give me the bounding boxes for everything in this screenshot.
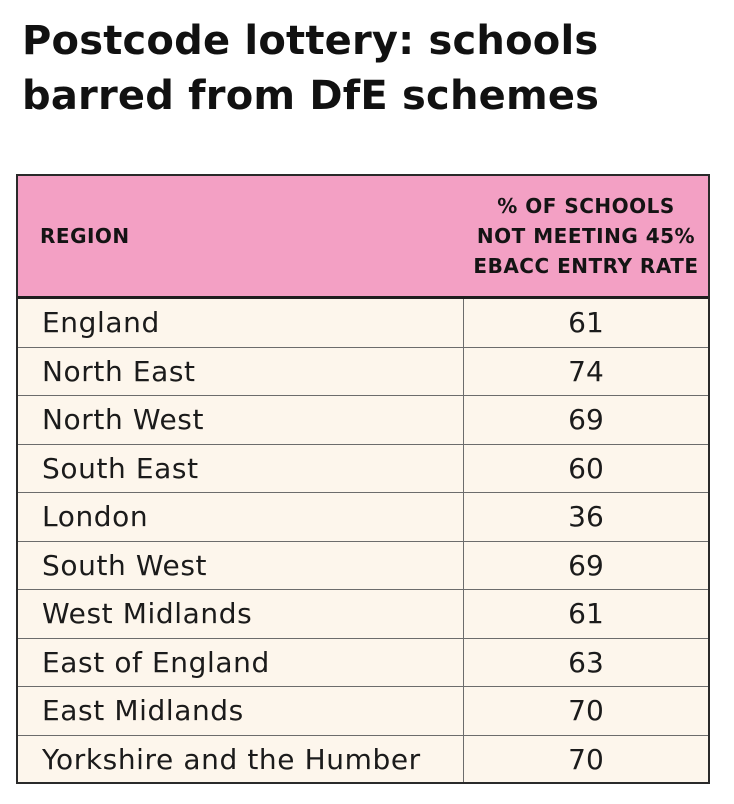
table-row: South East 60 <box>18 444 708 493</box>
table-row: East Midlands 70 <box>18 687 708 736</box>
percent-cell: 36 <box>568 500 604 534</box>
region-cell: East of England <box>18 638 464 686</box>
table-row: Yorkshire and the Humber 70 <box>18 735 708 782</box>
table-body: England 61 North East 74 North West 69 South E… <box>18 299 708 782</box>
region-cell: Yorkshire and the Humber <box>18 735 464 782</box>
page-title: Postcode lottery: schools barred from Df… <box>22 18 600 119</box>
table-row: North West 69 <box>18 396 708 445</box>
table-row: East of England 63 <box>18 638 708 687</box>
percent-cell: 69 <box>568 548 604 582</box>
table-row: England 61 <box>18 299 708 348</box>
percent-cell: 69 <box>568 403 604 437</box>
table-row: West Midlands 61 <box>18 590 708 639</box>
region-cell: North West <box>18 396 464 444</box>
column-header-percent: % OF SCHOOLS NOT MEETING 45% EBACC ENTRY… <box>473 194 699 278</box>
table-row: North East 74 <box>18 347 708 396</box>
region-cell: London <box>18 493 464 541</box>
region-cell: East Midlands <box>18 687 464 735</box>
data-table: REGION % OF SCHOOLS NOT MEETING 45% EBAC… <box>16 174 710 784</box>
region-cell: England <box>18 299 464 347</box>
table-row: South West 69 <box>18 541 708 590</box>
region-cell: West Midlands <box>18 590 464 638</box>
column-header-region: REGION <box>40 224 130 248</box>
percent-cell: 61 <box>568 306 604 340</box>
percent-cell: 63 <box>568 645 604 679</box>
table-header: REGION % OF SCHOOLS NOT MEETING 45% EBAC… <box>18 176 708 299</box>
percent-cell: 74 <box>568 354 604 388</box>
percent-cell: 70 <box>568 694 604 728</box>
percent-cell: 60 <box>568 451 604 485</box>
region-cell: North East <box>18 347 464 395</box>
region-cell: South West <box>18 541 464 589</box>
percent-cell: 70 <box>568 742 604 776</box>
region-cell: South East <box>18 444 464 492</box>
table-row: London 36 <box>18 493 708 542</box>
percent-cell: 61 <box>568 597 604 631</box>
